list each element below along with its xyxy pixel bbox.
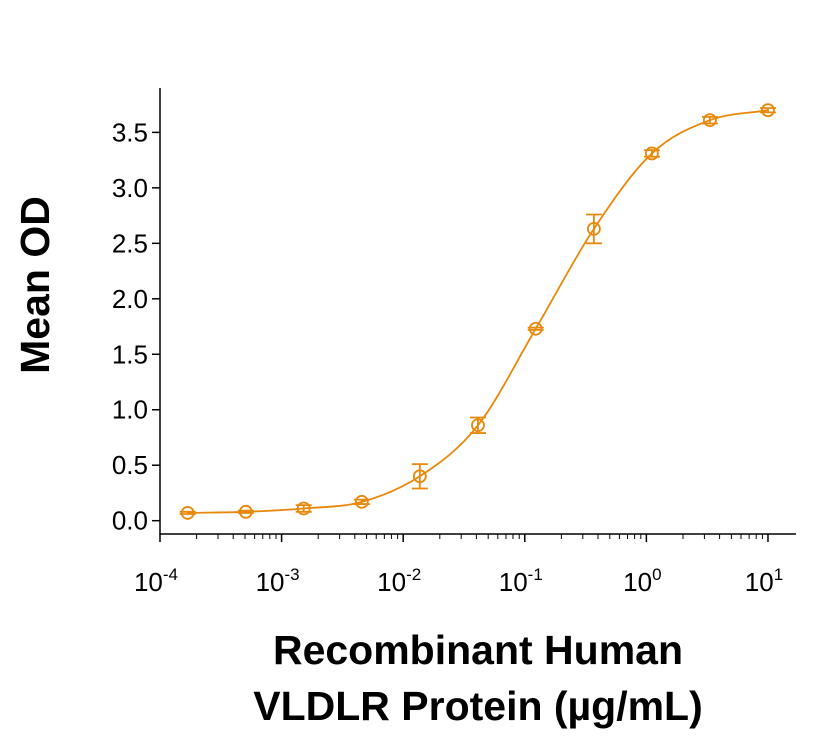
data-point (759, 103, 776, 118)
data-marker (644, 146, 659, 161)
fit-curve (187, 109, 769, 514)
x-axis-label: Recombinant Human (273, 627, 683, 673)
data-point (237, 504, 254, 519)
data-point (179, 506, 196, 520)
x-axis-label: VLDLR Protein (µg/mL) (253, 683, 703, 729)
data-marker (528, 321, 543, 336)
data-marker (471, 418, 485, 433)
data-marker (238, 504, 253, 519)
x-tick-label: 10-1 (499, 565, 543, 597)
data-marker (703, 113, 717, 128)
y-tick-label: 2.0 (112, 284, 148, 314)
x-tick-label: 100 (623, 565, 661, 597)
y-tick-label: 0.5 (112, 450, 148, 480)
data-point (643, 146, 660, 161)
data-point (469, 416, 486, 434)
data-marker (180, 506, 195, 520)
data-point (411, 463, 428, 490)
data-point (527, 321, 544, 336)
y-tick-label: 0.0 (112, 506, 148, 536)
data-marker (586, 222, 601, 236)
y-tick-label: 2.5 (112, 228, 148, 258)
y-tick-label: 3.5 (112, 117, 148, 147)
y-tick-label: 3.0 (112, 173, 148, 203)
data-marker (354, 494, 369, 509)
y-tick-label: 1.0 (112, 395, 148, 425)
data-marker (296, 501, 311, 516)
data-point (585, 213, 602, 245)
data-point (701, 113, 718, 128)
x-tick-label: 10-3 (256, 565, 300, 597)
y-tick-label: 1.5 (112, 339, 148, 369)
data-point (295, 501, 312, 516)
data-marker (412, 469, 427, 484)
data-marker (761, 103, 775, 118)
y-axis-label: Mean OD (12, 196, 58, 374)
x-tick-label: 101 (745, 565, 783, 597)
x-tick-label: 10-2 (377, 565, 421, 597)
data-point (353, 494, 370, 509)
x-tick-label: 10-4 (134, 565, 178, 597)
